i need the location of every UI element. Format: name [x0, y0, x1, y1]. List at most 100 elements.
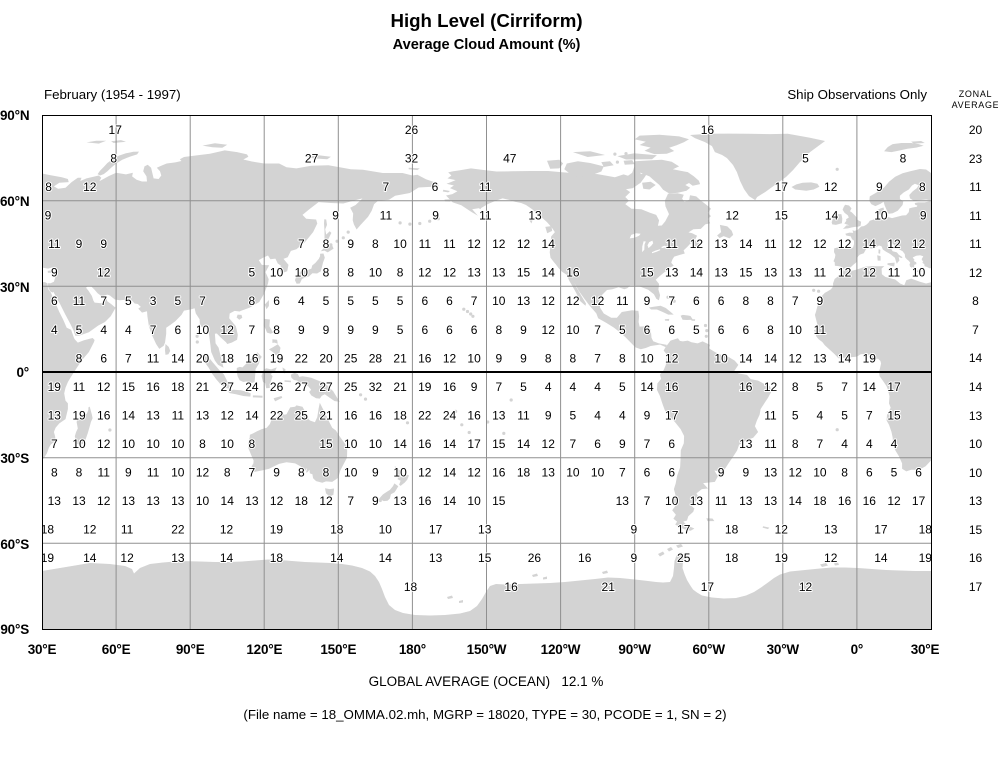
svg-text:13: 13 — [764, 266, 778, 280]
svg-text:15: 15 — [122, 380, 136, 394]
svg-text:13: 13 — [429, 551, 443, 565]
svg-text:12: 12 — [319, 494, 333, 508]
svg-text:10: 10 — [72, 437, 86, 451]
svg-text:12: 12 — [838, 266, 852, 280]
svg-text:13: 13 — [764, 494, 778, 508]
svg-text:17: 17 — [874, 523, 888, 537]
svg-text:11: 11 — [147, 466, 160, 480]
svg-text:6: 6 — [432, 180, 439, 194]
svg-text:11: 11 — [715, 494, 728, 508]
svg-text:27: 27 — [319, 380, 333, 394]
svg-text:5: 5 — [841, 408, 848, 422]
svg-text:10: 10 — [393, 237, 407, 251]
svg-text:7: 7 — [471, 294, 478, 308]
svg-text:10: 10 — [379, 523, 393, 537]
svg-text:16: 16 — [344, 408, 358, 422]
svg-text:14: 14 — [542, 237, 556, 251]
svg-text:12: 12 — [97, 266, 111, 280]
svg-text:11: 11 — [479, 180, 492, 194]
svg-text:7: 7 — [792, 294, 799, 308]
svg-text:7: 7 — [51, 437, 58, 451]
svg-text:9: 9 — [644, 408, 651, 422]
svg-text:9: 9 — [347, 323, 354, 337]
svg-text:25: 25 — [677, 551, 691, 565]
svg-text:5: 5 — [619, 380, 626, 394]
svg-text:8: 8 — [323, 266, 330, 280]
svg-text:9: 9 — [630, 523, 637, 537]
svg-text:11: 11 — [616, 294, 629, 308]
svg-text:8: 8 — [76, 351, 83, 365]
svg-text:15: 15 — [739, 266, 753, 280]
svg-text:9: 9 — [718, 466, 725, 480]
svg-text:13: 13 — [690, 494, 704, 508]
svg-text:12: 12 — [789, 237, 803, 251]
svg-text:5: 5 — [693, 323, 700, 337]
svg-text:5: 5 — [125, 294, 132, 308]
svg-text:9: 9 — [372, 466, 379, 480]
svg-text:17: 17 — [912, 494, 926, 508]
svg-text:9: 9 — [495, 351, 502, 365]
svg-text:4: 4 — [298, 294, 305, 308]
svg-text:11: 11 — [665, 237, 678, 251]
svg-text:13: 13 — [542, 466, 556, 480]
svg-text:10: 10 — [874, 209, 888, 223]
svg-text:16: 16 — [418, 494, 432, 508]
svg-text:5: 5 — [372, 294, 379, 308]
svg-text:8: 8 — [792, 380, 799, 394]
svg-text:13: 13 — [492, 408, 506, 422]
svg-text:13: 13 — [245, 494, 259, 508]
svg-text:8: 8 — [792, 437, 799, 451]
svg-text:12: 12 — [764, 380, 778, 394]
svg-text:12: 12 — [542, 323, 556, 337]
svg-text:24: 24 — [245, 380, 259, 394]
svg-text:8: 8 — [619, 351, 626, 365]
svg-text:14: 14 — [863, 237, 877, 251]
svg-text:13: 13 — [714, 237, 728, 251]
svg-text:12: 12 — [196, 466, 210, 480]
svg-text:15: 15 — [478, 551, 492, 565]
svg-text:10: 10 — [295, 266, 309, 280]
svg-text:12: 12 — [542, 294, 556, 308]
svg-text:12: 12 — [221, 408, 235, 422]
svg-text:5: 5 — [323, 294, 330, 308]
svg-text:7: 7 — [866, 408, 873, 422]
svg-text:5: 5 — [397, 323, 404, 337]
svg-text:21: 21 — [602, 580, 616, 594]
svg-text:19: 19 — [270, 523, 284, 537]
svg-text:4: 4 — [51, 323, 58, 337]
svg-text:7: 7 — [644, 437, 651, 451]
svg-text:17: 17 — [701, 580, 715, 594]
svg-text:21: 21 — [393, 351, 407, 365]
svg-text:5: 5 — [174, 294, 181, 308]
svg-text:8: 8 — [767, 323, 774, 337]
svg-text:8: 8 — [767, 294, 774, 308]
svg-text:19: 19 — [775, 551, 789, 565]
svg-text:11: 11 — [517, 408, 530, 422]
svg-text:5: 5 — [76, 323, 83, 337]
svg-text:5: 5 — [520, 380, 527, 394]
svg-text:7: 7 — [249, 466, 256, 480]
svg-text:32: 32 — [405, 151, 419, 165]
svg-text:8: 8 — [919, 180, 926, 194]
svg-text:9: 9 — [51, 266, 58, 280]
svg-text:19: 19 — [863, 351, 877, 365]
svg-text:13: 13 — [739, 494, 753, 508]
svg-text:8: 8 — [372, 237, 379, 251]
svg-text:8: 8 — [298, 466, 305, 480]
svg-text:12: 12 — [887, 494, 901, 508]
svg-text:6: 6 — [644, 466, 651, 480]
svg-text:16: 16 — [701, 123, 715, 137]
svg-text:13: 13 — [517, 294, 531, 308]
svg-text:11: 11 — [443, 237, 456, 251]
svg-text:11: 11 — [814, 266, 827, 280]
svg-text:11: 11 — [479, 209, 492, 223]
svg-text:7: 7 — [125, 351, 132, 365]
svg-text:18: 18 — [813, 494, 827, 508]
svg-text:8: 8 — [495, 323, 502, 337]
svg-text:28: 28 — [369, 351, 383, 365]
svg-text:15: 15 — [640, 266, 654, 280]
svg-text:14: 14 — [443, 494, 457, 508]
svg-text:17: 17 — [677, 523, 691, 537]
svg-text:11: 11 — [172, 408, 185, 422]
svg-text:7: 7 — [644, 494, 651, 508]
